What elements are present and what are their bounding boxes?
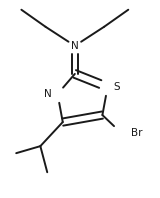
Text: S: S <box>114 82 120 92</box>
Text: Br: Br <box>131 128 142 138</box>
Text: N: N <box>71 41 79 51</box>
Text: N: N <box>44 89 52 99</box>
